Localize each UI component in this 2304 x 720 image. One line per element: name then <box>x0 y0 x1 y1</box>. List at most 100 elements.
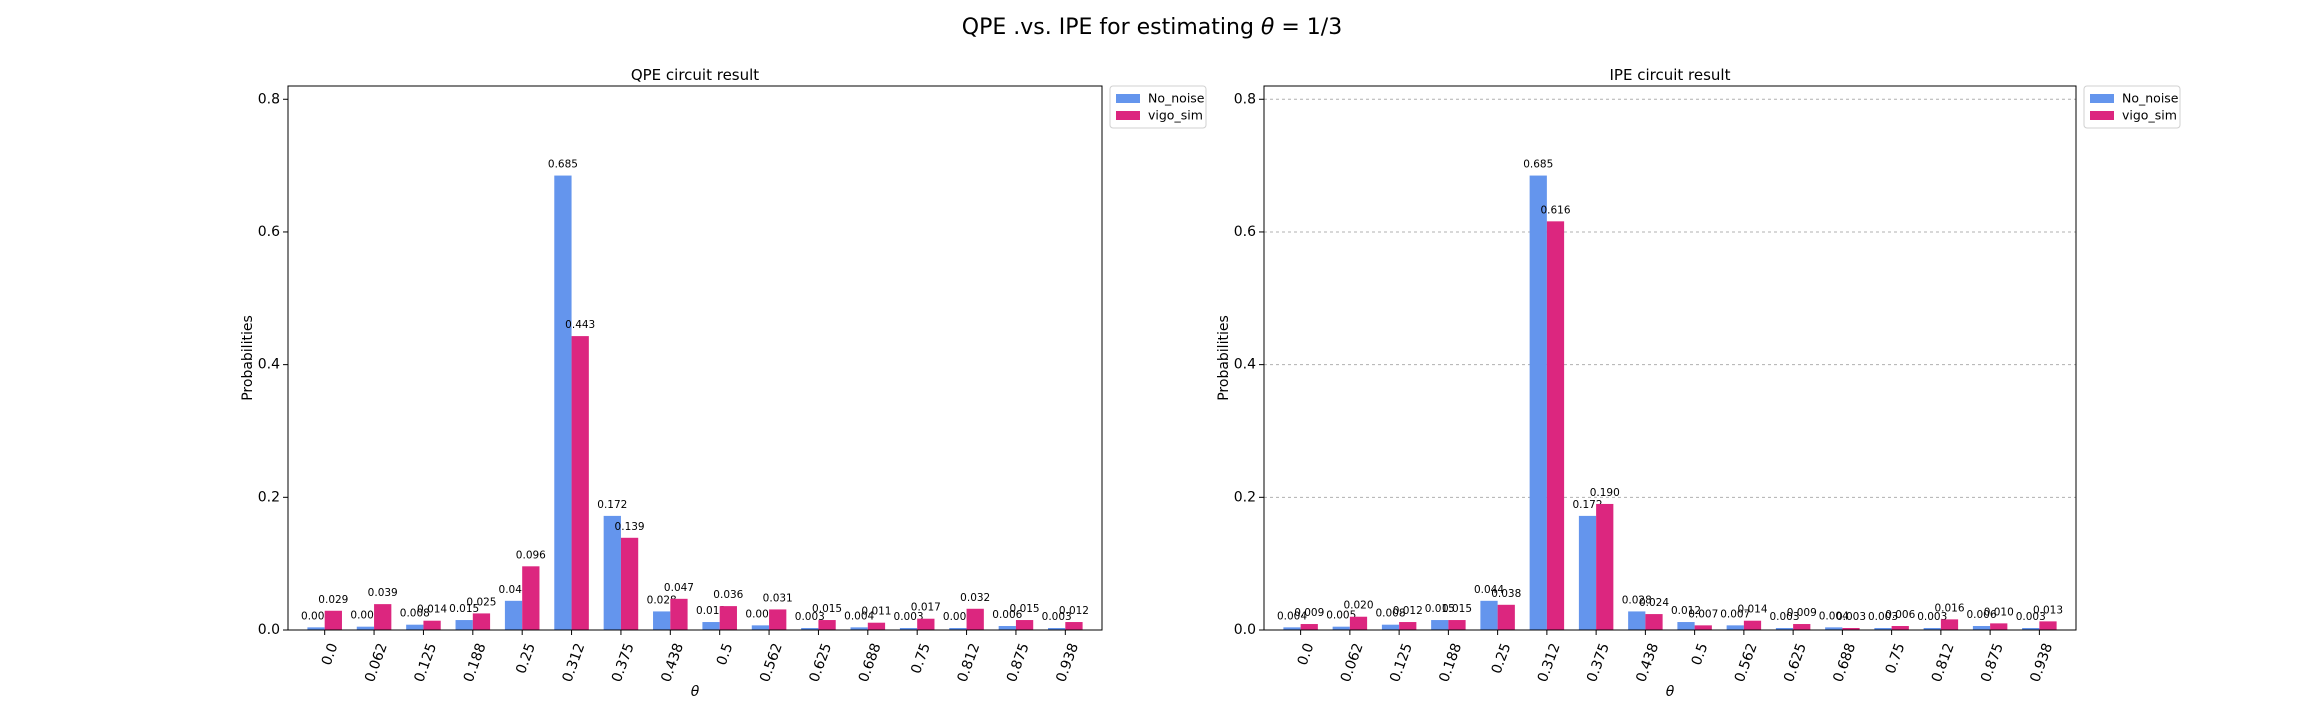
ipe-data-label: 0.015 <box>1442 603 1472 615</box>
qpe-xtick-label: 0.625 <box>806 641 835 684</box>
ipe-data-label: 0.005 <box>1326 610 1356 622</box>
ipe-bar-vigo-sim <box>1891 626 1909 630</box>
ipe-data-label: 0.014 <box>1737 604 1767 616</box>
qpe-legend-swatch <box>1116 94 1140 103</box>
ipe-bar-no-noise <box>1529 175 1547 630</box>
ipe-data-label: 0.003 <box>2016 611 2046 623</box>
ipe-chart-panel: 0.0040.0090.00.0050.0200.0620.0080.0120.… <box>1216 66 2181 700</box>
ipe-data-label: 0.012 <box>1671 605 1701 617</box>
qpe-data-label: 0.025 <box>466 596 496 608</box>
qpe-data-label: 0.005 <box>350 610 380 622</box>
ipe-ytick-label: 0.8 <box>1234 91 1256 107</box>
qpe-data-label: 0.003 <box>1042 611 1072 623</box>
ipe-data-label: 0.004 <box>1819 610 1849 622</box>
qpe-ytick-label: 0.6 <box>258 224 280 240</box>
ipe-xtick-label: 0.062 <box>1338 641 1367 684</box>
qpe-y-axis-label: Probabilities <box>240 315 256 401</box>
qpe-bar-no-noise <box>504 600 523 630</box>
ipe-bar-vigo-sim <box>1743 620 1762 630</box>
ipe-bar-no-noise <box>1381 624 1400 630</box>
qpe-xtick-label: 0.25 <box>513 641 539 676</box>
qpe-data-label: 0.015 <box>812 603 842 615</box>
qpe-data-label: 0.139 <box>615 521 645 533</box>
qpe-xtick-label: 0.438 <box>658 641 687 684</box>
qpe-data-label: 0.003 <box>943 611 973 623</box>
qpe-xtick-label: 0.062 <box>362 641 391 684</box>
qpe-xtick-label: 0.812 <box>955 641 984 684</box>
qpe-bar-no-noise <box>702 622 720 630</box>
qpe-bar-vigo-sim <box>1065 622 1083 630</box>
ipe-ytick-label: 0.4 <box>1234 357 1256 373</box>
qpe-data-label: 0.172 <box>597 499 627 511</box>
qpe-data-label: 0.031 <box>763 592 793 604</box>
ipe-bar-vigo-sim <box>1596 503 1614 630</box>
qpe-bar-vigo-sim <box>670 598 688 630</box>
ipe-bar-no-noise <box>1677 622 1695 630</box>
ipe-data-label: 0.190 <box>1590 487 1620 499</box>
qpe-data-label: 0.004 <box>301 610 331 622</box>
ipe-xtick-label: 0.375 <box>1584 641 1613 684</box>
qpe-data-label: 0.039 <box>368 587 398 599</box>
ipe-ytick-label: 0.2 <box>1234 489 1256 505</box>
ipe-xtick-label: 0.75 <box>1883 641 1909 676</box>
ipe-bar-no-noise <box>1283 627 1301 630</box>
qpe-bar-no-noise <box>751 625 770 630</box>
qpe-data-label: 0.028 <box>647 594 677 606</box>
ipe-xtick-label: 0.938 <box>2027 641 2056 684</box>
qpe-data-label: 0.006 <box>992 609 1022 621</box>
ipe-bar-vigo-sim <box>1694 625 1712 630</box>
qpe-bar-no-noise <box>406 624 424 630</box>
qpe-data-label: 0.012 <box>1059 605 1089 617</box>
ipe-data-label: 0.010 <box>1984 606 2014 618</box>
qpe-data-label: 0.003 <box>894 611 924 623</box>
ipe-data-label: 0.003 <box>1868 611 1898 623</box>
qpe-xtick-label: 0.375 <box>609 641 638 684</box>
qpe-ytick-label: 0.2 <box>258 489 280 505</box>
qpe-ytick-label: 0.4 <box>258 357 280 373</box>
qpe-xtick-label: 0.562 <box>757 641 786 684</box>
qpe-ytick-label: 0.8 <box>258 91 280 107</box>
ipe-chart-title: IPE circuit result <box>1610 66 1731 84</box>
ipe-xtick-label: 0.812 <box>1929 641 1958 684</box>
ipe-xtick-label: 0.5 <box>1689 641 1712 667</box>
ipe-data-label: 0.016 <box>1934 602 1964 614</box>
qpe-bar-vigo-sim <box>867 622 886 630</box>
qpe-data-label: 0.015 <box>1010 603 1040 615</box>
qpe-bar-vigo-sim <box>522 566 540 630</box>
qpe-data-label: 0.014 <box>417 604 447 616</box>
ipe-data-label: 0.007 <box>1688 608 1718 620</box>
qpe-data-label: 0.036 <box>713 589 743 601</box>
ipe-data-label: 0.006 <box>1885 609 1915 621</box>
ipe-xtick-label: 0.875 <box>1978 641 2007 684</box>
qpe-data-label: 0.003 <box>795 611 825 623</box>
qpe-xtick-label: 0.0 <box>319 641 342 667</box>
ipe-bar-no-noise <box>1628 611 1646 630</box>
ipe-bar-vigo-sim <box>1793 624 1811 630</box>
ipe-data-label: 0.004 <box>1277 610 1307 622</box>
qpe-xtick-label: 0.938 <box>1053 641 1082 684</box>
ipe-data-label: 0.685 <box>1523 159 1553 171</box>
qpe-bar-vigo-sim <box>374 604 392 630</box>
qpe-data-label: 0.015 <box>449 603 479 615</box>
ipe-bar-no-noise <box>2022 628 2040 630</box>
ipe-bar-vigo-sim <box>1399 622 1417 630</box>
qpe-bar-vigo-sim <box>1015 620 1034 630</box>
ipe-data-label: 0.024 <box>1639 597 1669 609</box>
ipe-data-label: 0.009 <box>1787 607 1817 619</box>
ipe-data-label: 0.012 <box>1393 605 1423 617</box>
ipe-bar-no-noise <box>1726 625 1744 630</box>
qpe-data-label: 0.096 <box>516 549 546 561</box>
ipe-legend-swatch <box>2090 111 2114 120</box>
suptitle-theta: θ <box>1261 15 1275 40</box>
qpe-data-label: 0.443 <box>565 319 595 331</box>
qpe-xtick-label: 0.875 <box>1004 641 1033 684</box>
ipe-legend: No_noise vigo_sim <box>2083 85 2181 129</box>
ipe-xtick-label: 0.688 <box>1830 641 1859 684</box>
ipe-bar-vigo-sim <box>1645 614 1663 630</box>
qpe-data-label: 0.008 <box>400 608 430 620</box>
qpe-bar-vigo-sim <box>324 610 342 630</box>
qpe-data-label: 0.011 <box>861 606 891 618</box>
ipe-xtick-label: 0.188 <box>1436 641 1465 684</box>
ipe-xtick-label: 0.625 <box>1781 641 1810 684</box>
ipe-data-label: 0.028 <box>1622 594 1652 606</box>
